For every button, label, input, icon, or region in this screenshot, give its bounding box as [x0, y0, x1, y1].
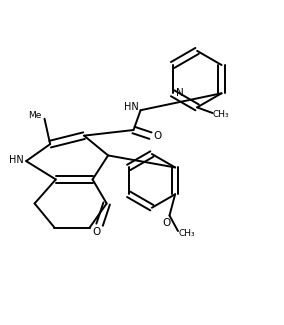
- Text: CH₃: CH₃: [213, 110, 229, 119]
- Text: N: N: [176, 88, 183, 98]
- Text: O: O: [93, 227, 101, 237]
- Text: Me: Me: [28, 111, 42, 120]
- Text: HN: HN: [124, 102, 139, 112]
- Text: O: O: [162, 217, 171, 227]
- Text: O: O: [153, 131, 162, 141]
- Text: CH₃: CH₃: [178, 229, 195, 238]
- Text: HN: HN: [9, 155, 23, 165]
